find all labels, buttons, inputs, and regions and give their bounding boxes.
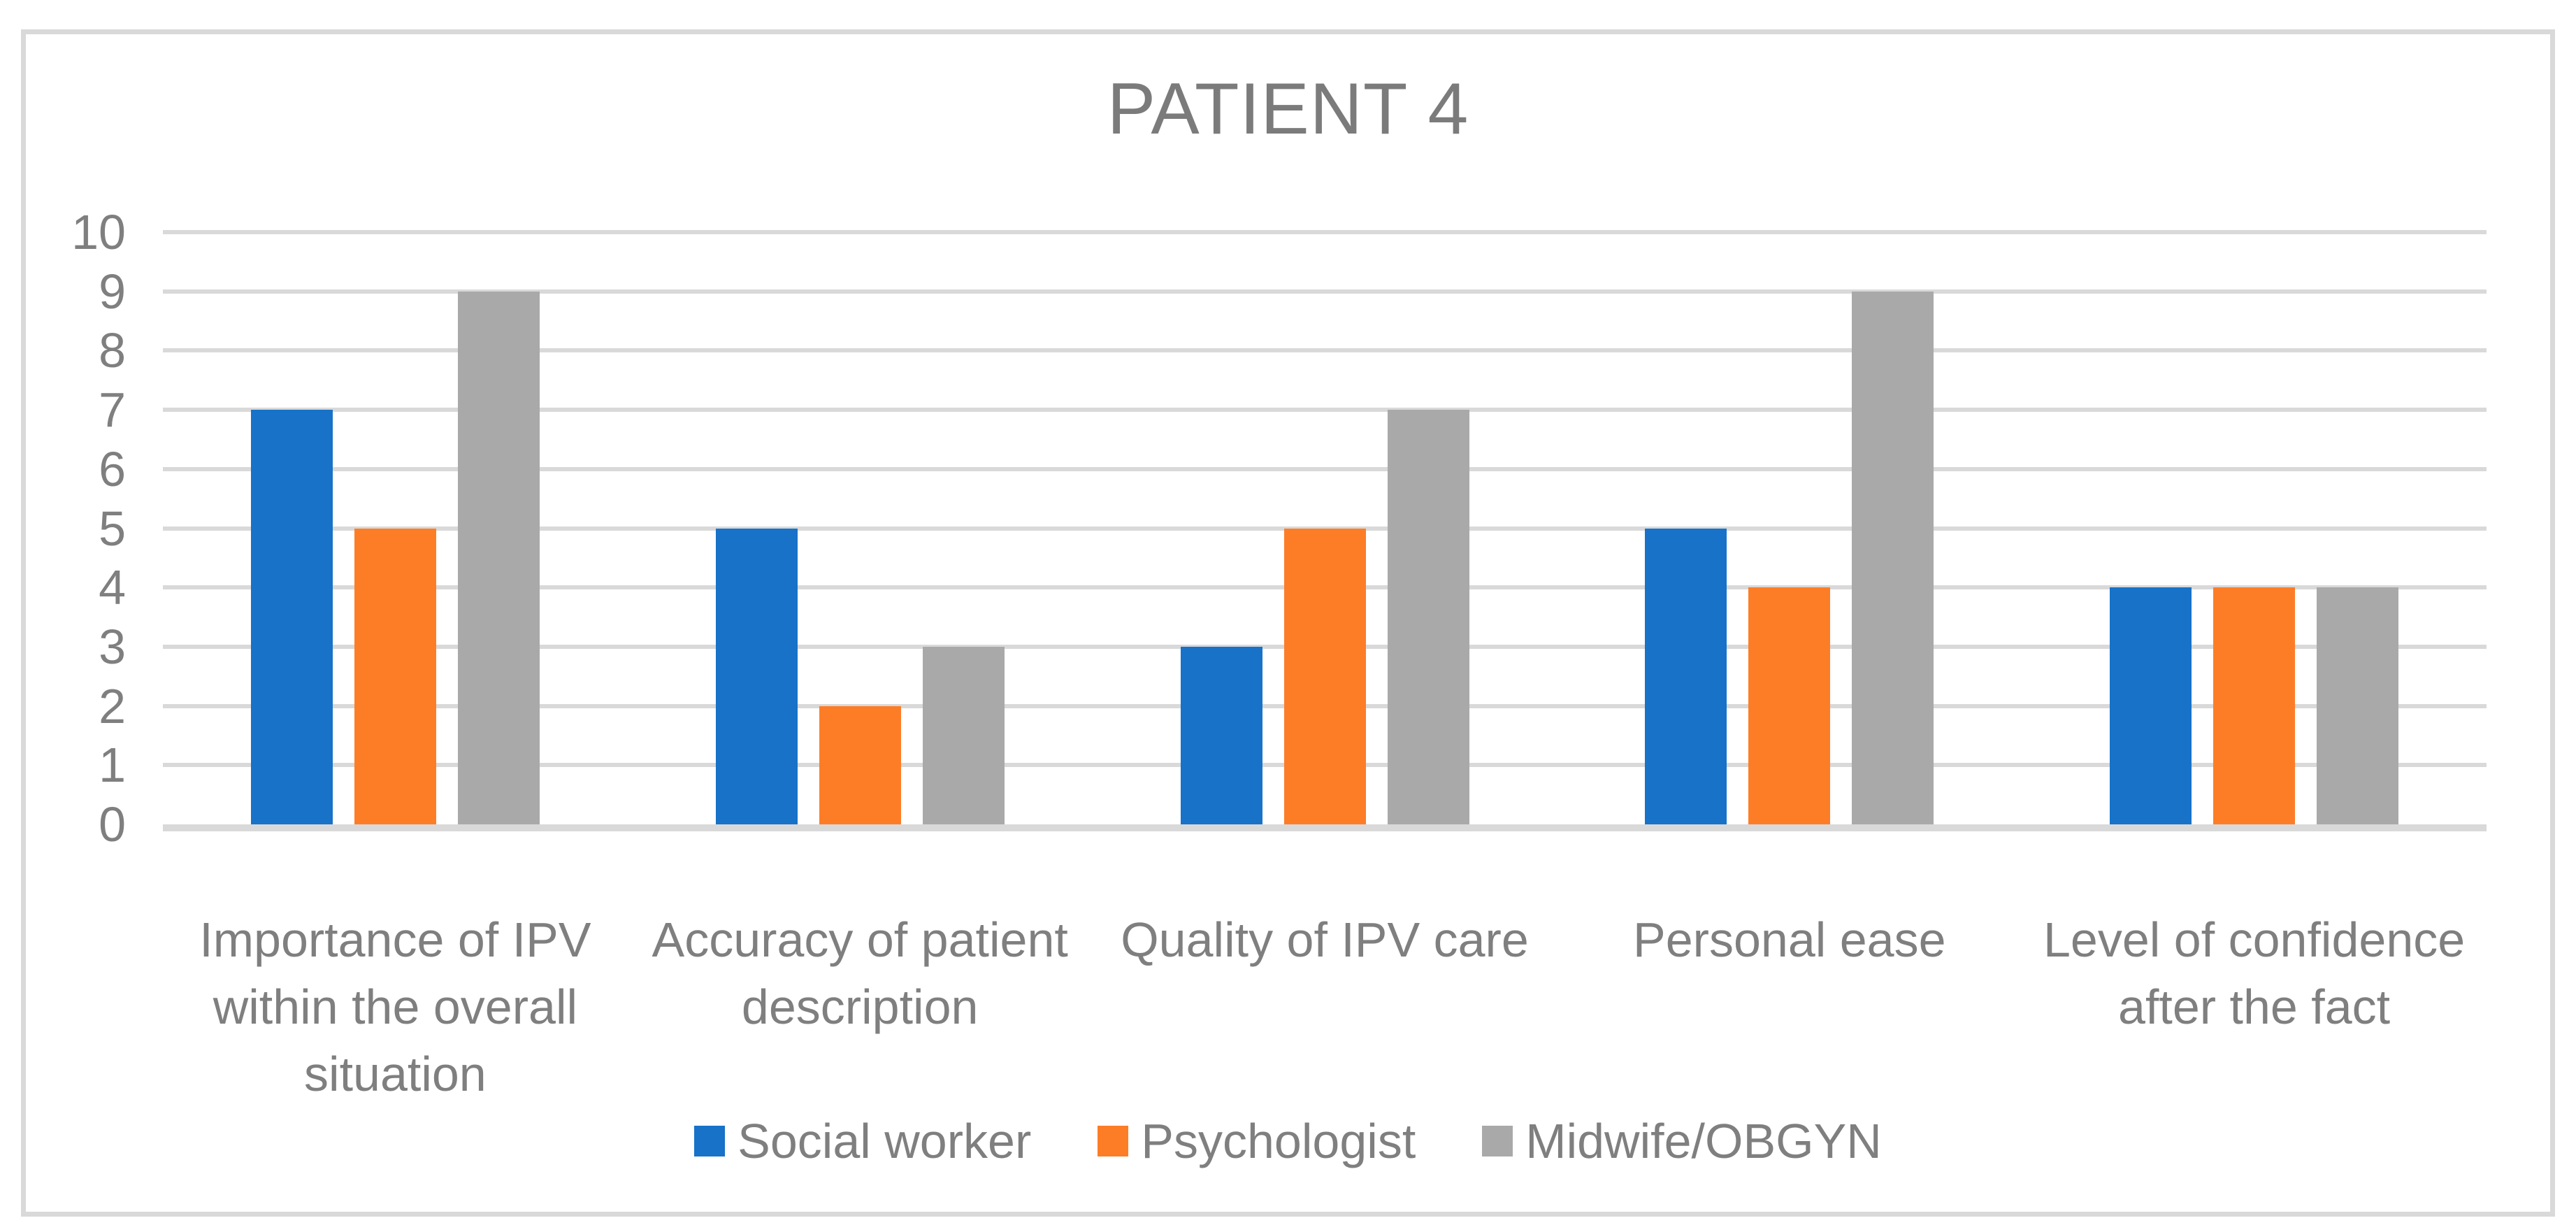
legend-swatch-icon [694,1126,726,1156]
y-tick-label-2: 2 [99,678,126,733]
y-tick-label-6: 6 [99,441,126,496]
bar-midwife-obgyn-cat1 [457,291,540,824]
legend-item-social-worker: Social worker [694,1112,1031,1170]
gridline-y9 [163,289,2487,294]
gridline-y7 [163,408,2487,413]
category-label-1: Importance of IPV within the overall sit… [199,912,591,1101]
bar-psychologist-cat3 [1283,528,1366,824]
bar-midwife-obgyn-cat2 [922,646,1005,824]
category-label-2: Accuracy of patient description [652,912,1068,1034]
bar-social-worker-cat5 [2110,587,2192,824]
gridline-y8 [163,348,2487,353]
legend-item-psychologist: Psychologist [1098,1112,1416,1170]
bar-midwife-obgyn-cat3 [1387,410,1469,824]
category-label-4: Personal ease [1633,912,1946,967]
y-tick-label-7: 7 [99,382,126,438]
legend-item-midwife-obgyn: Midwife/OBGYN [1482,1112,1882,1170]
category-label-5: Level of confidence after the fact [2043,912,2466,1034]
bar-social-worker-cat3 [1180,646,1262,824]
legend-swatch-icon [1098,1126,1129,1156]
gridline-y10 [163,230,2487,234]
y-tick-label-3: 3 [99,619,126,674]
bar-social-worker-cat2 [715,528,798,824]
bar-psychologist-cat4 [1748,587,1831,824]
bar-psychologist-cat5 [2213,587,2296,824]
gridline-y6 [163,466,2487,471]
bar-psychologist-cat2 [819,705,901,824]
x-axis-baseline [163,824,2487,831]
bar-social-worker-cat4 [1645,528,1727,824]
category-label-3: Quality of IPV care [1121,912,1529,967]
y-tick-label-10: 10 [71,205,126,259]
bar-midwife-obgyn-cat5 [2317,587,2399,824]
bar-psychologist-cat1 [354,528,436,824]
bar-social-worker-cat1 [250,410,333,824]
y-tick-label-1: 1 [99,738,126,793]
y-tick-label-9: 9 [99,264,126,319]
legend-label: Social worker [737,1114,1032,1168]
legend-label: Psychologist [1141,1114,1416,1168]
legend-label: Midwife/OBGYN [1525,1114,1882,1168]
y-tick-label-0: 0 [99,797,126,852]
legend: Social worker Psychologist Midwife/OBGYN [0,1112,2576,1170]
chart-title: PATIENT 4 [1107,69,1469,150]
bar-midwife-obgyn-cat4 [1852,291,1934,824]
legend-swatch-icon [1482,1126,1513,1156]
chart-frame-border [21,29,2555,1217]
y-tick-label-4: 4 [99,560,126,615]
y-tick-label-5: 5 [99,501,126,556]
y-tick-label-8: 8 [99,323,126,378]
